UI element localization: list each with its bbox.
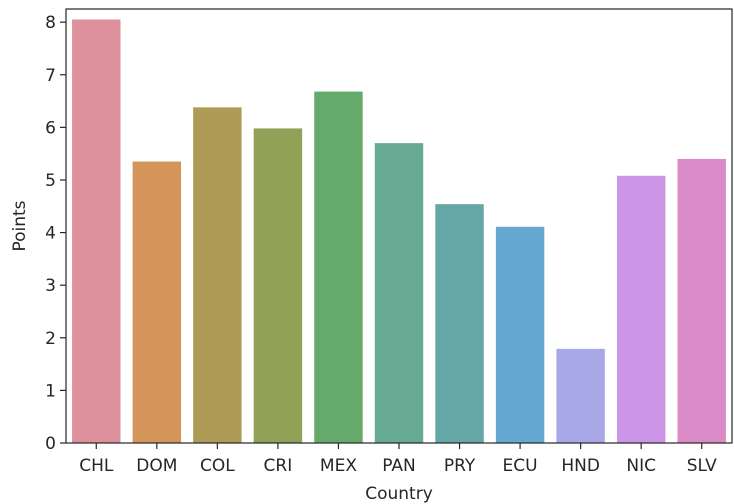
y-tick-label: 8 [45, 13, 56, 33]
x-tick-label: PAN [382, 456, 416, 476]
bar-col [193, 107, 242, 444]
y-tick-label: 1 [45, 381, 56, 401]
bar-mex [314, 91, 363, 443]
bar-hnd [556, 348, 605, 443]
x-tick-label: MEX [320, 456, 357, 476]
bar-dom [132, 161, 182, 443]
y-axis: 0 1 2 3 4 5 6 7 8 [45, 13, 66, 454]
bars-group [72, 19, 726, 444]
x-tick-label: PRY [444, 456, 476, 476]
y-tick-label: 3 [45, 276, 56, 296]
x-axis-label: Country [365, 484, 433, 504]
x-tick-label: HND [561, 456, 600, 476]
y-tick-label: 5 [45, 171, 56, 191]
plot-frame [65, 8, 733, 444]
bar-chl [72, 19, 121, 444]
axes-frame [65, 8, 733, 444]
x-tick-label: ECU [503, 456, 538, 476]
bar-pan [374, 143, 424, 443]
y-tick-label: 0 [45, 434, 56, 454]
x-tick-label: SLV [687, 456, 717, 476]
x-tick-label: CRI [264, 456, 293, 476]
bar-ecu [495, 226, 545, 443]
y-axis-label: Points [10, 200, 30, 251]
x-tick-label: COL [200, 456, 235, 476]
y-tick-label: 7 [45, 66, 56, 86]
bar-cri [253, 128, 303, 444]
bar-nic [616, 175, 666, 443]
y-tick-label: 4 [45, 224, 56, 244]
y-tick-label: 6 [45, 118, 56, 138]
x-tick-label: CHL [79, 456, 114, 476]
y-tick-label: 2 [45, 329, 56, 349]
bar-slv [677, 158, 726, 443]
x-axis: CHL DOM COL CRI MEX PAN PRY ECU HND NIC SLV [79, 443, 717, 476]
x-tick-label: DOM [136, 456, 177, 476]
x-tick-label: NIC [626, 456, 656, 476]
bar-pry [435, 204, 484, 443]
